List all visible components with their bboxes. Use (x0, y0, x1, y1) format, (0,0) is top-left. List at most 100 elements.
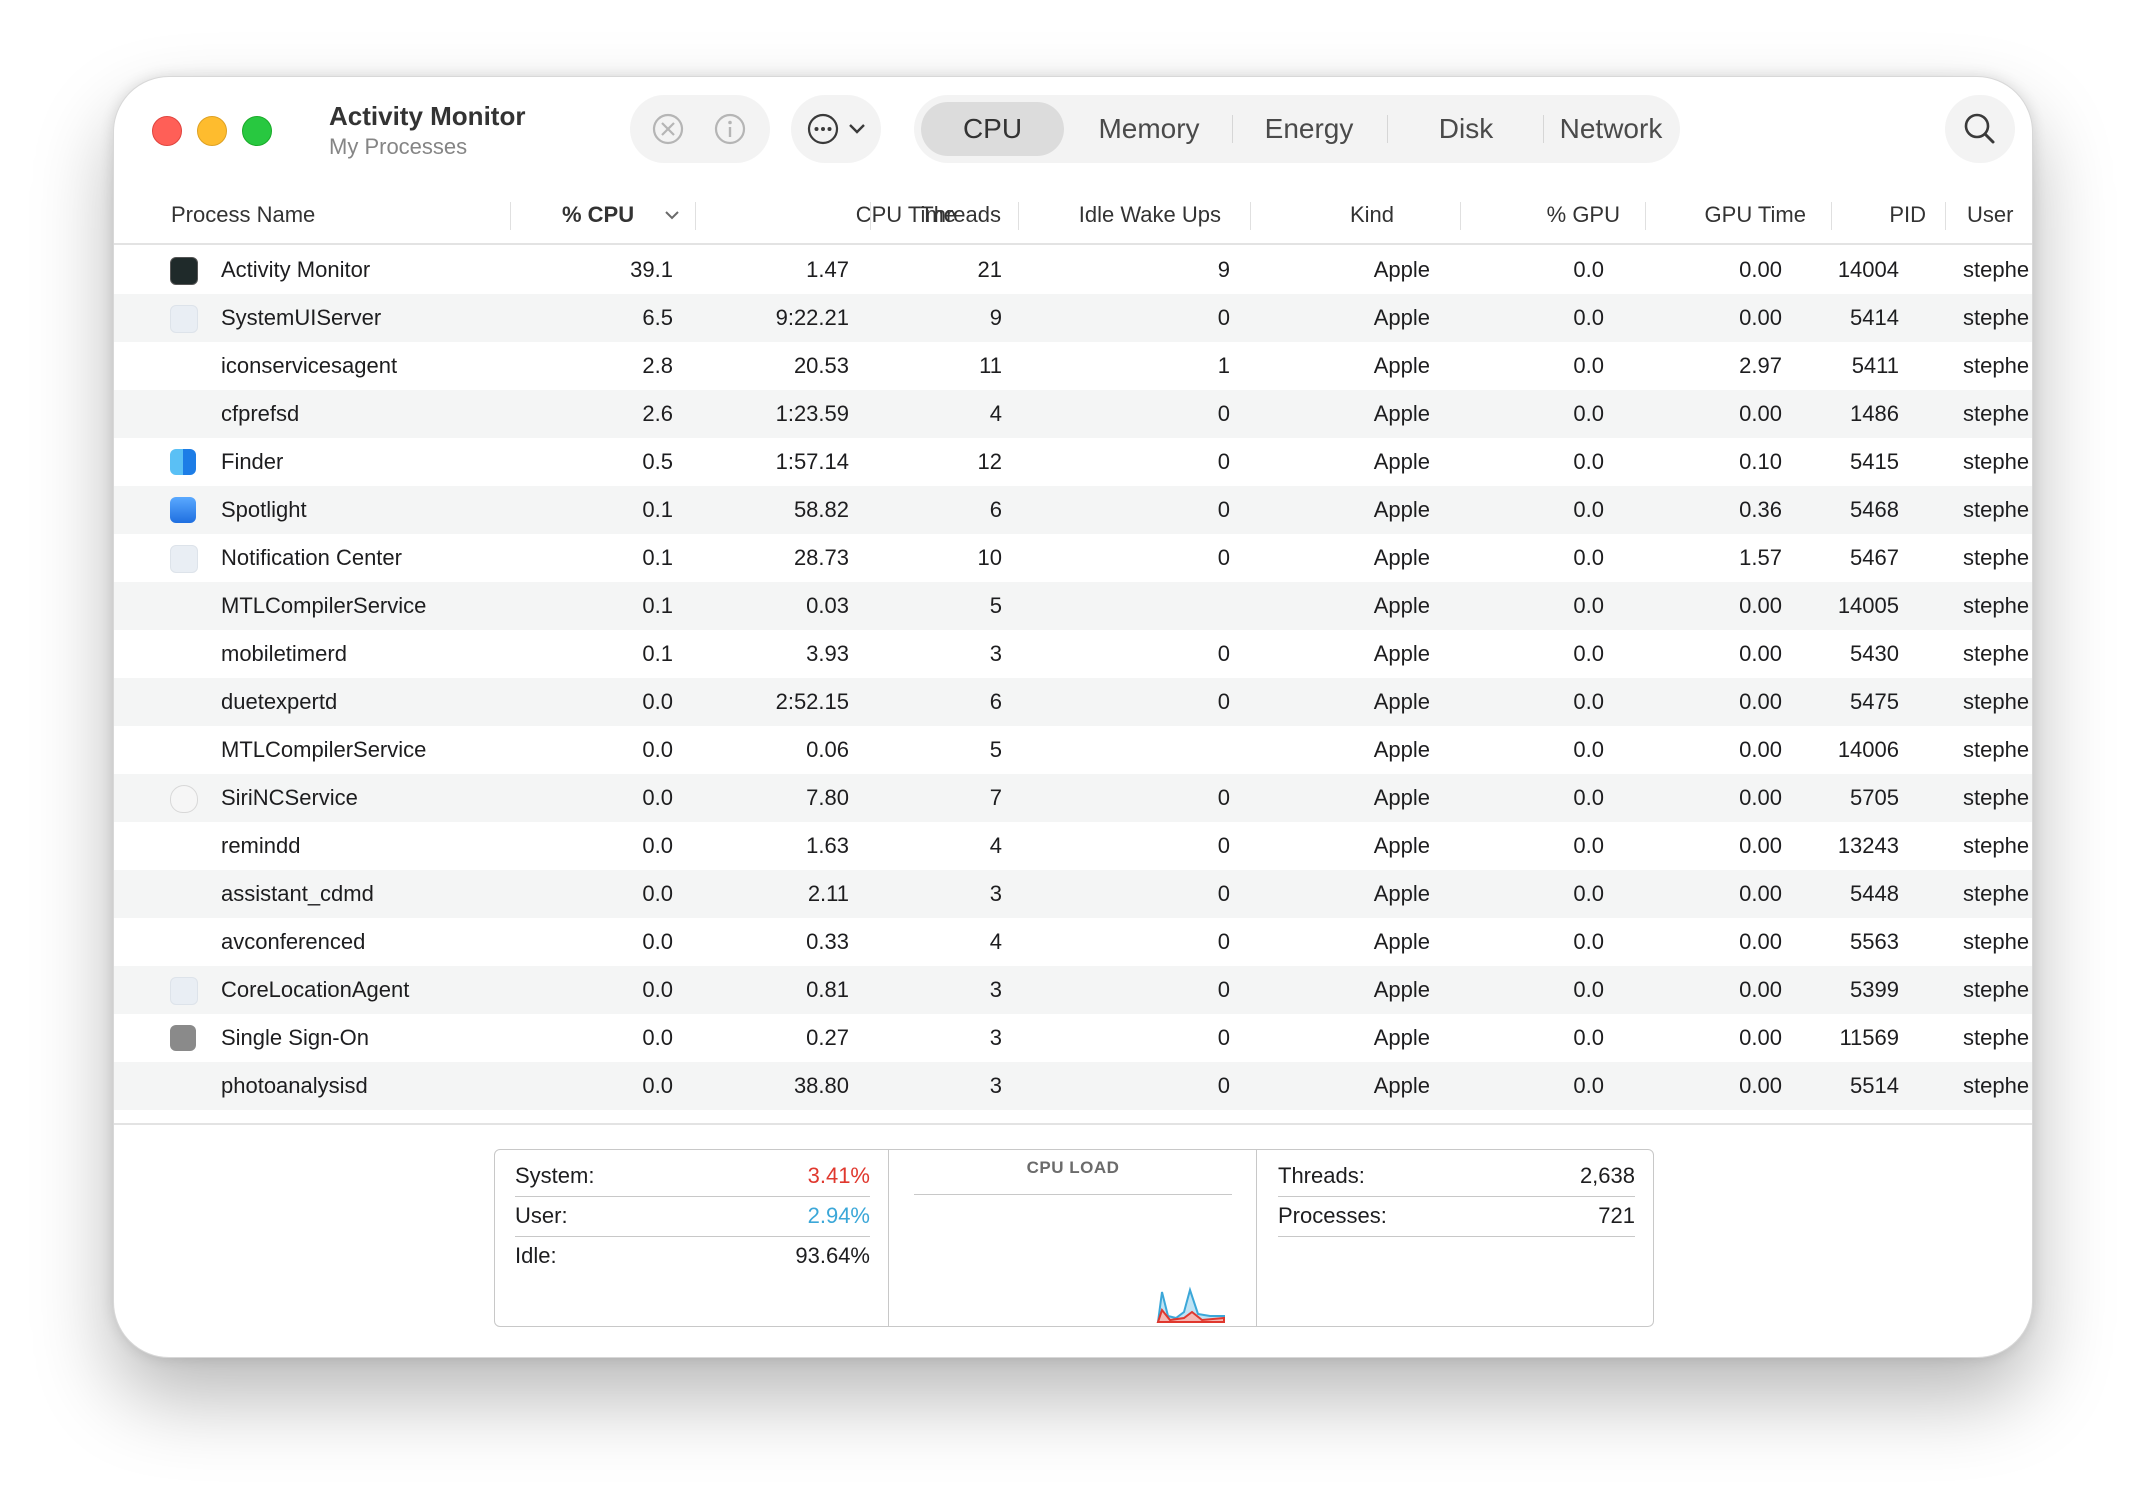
gpu-cell: 0.0 (1573, 737, 1604, 762)
idle-wake-ups-cell: 0 (1217, 497, 1230, 522)
column-header-kind[interactable]: Kind (1349, 202, 1394, 227)
gpu-time-cell: 0.00 (1739, 1025, 1782, 1050)
generic-app-icon (170, 977, 198, 1005)
gpu-time-cell: 0.00 (1739, 929, 1782, 954)
threads-cell: 4 (989, 401, 1002, 426)
user-cell: stephe (1963, 401, 2030, 426)
process-name-cell: duetexpertd (221, 689, 338, 714)
table-row[interactable]: MTLCompilerService 0.0 0.06 5 Apple 0.0 0.00 14… (114, 726, 2032, 774)
table-row[interactable]: SystemUIServer 6.5 9:22.21 9 0 Apple 0.0 0.00 54… (114, 294, 2032, 342)
gpu-cell: 0.0 (1573, 641, 1604, 666)
table-row[interactable]: Finder 0.5 1:57.14 12 0 Apple 0.0 0.10 5415 steph… (114, 438, 2032, 486)
table-row[interactable]: MTLCompilerService 0.1 0.03 5 Apple 0.0 0.00 14… (114, 582, 2032, 630)
threads-cell: 4 (989, 833, 1002, 858)
user-cell: stephe (1963, 449, 2030, 474)
kind-cell: Apple (1373, 689, 1430, 714)
threads-cell: 6 (989, 497, 1002, 522)
tab-network[interactable]: Network (1559, 113, 1663, 144)
user-cell: stephe (1963, 641, 2030, 666)
threads-cell: 3 (989, 641, 1002, 666)
cpu-cell: 0.0 (642, 833, 673, 858)
table-header: Process Name % CPU CPU Time Threads Idle… (114, 187, 2032, 245)
user-cell: stephe (1963, 977, 2030, 1002)
processes-label: Processes: (1278, 1203, 1387, 1228)
user-cell: stephe (1963, 593, 2030, 618)
threads-cell: 5 (989, 737, 1002, 762)
system-value: 3.41% (807, 1163, 870, 1188)
threads-cell: 11 (979, 353, 1002, 378)
pid-cell: 5468 (1850, 497, 1899, 522)
chevron-down-icon[interactable] (845, 109, 869, 149)
zoom-button[interactable] (242, 116, 272, 146)
column-divider (1945, 202, 1946, 230)
pid-cell: 5430 (1850, 641, 1899, 666)
user-label: User: (515, 1203, 568, 1228)
table-row[interactable]: avconferenced 0.0 0.33 4 0 Apple 0.0 0.00 5563 st… (114, 918, 2032, 966)
activity-monitor-window: Activity Monitor My Processes (113, 76, 2033, 1358)
gpu-cell: 0.0 (1573, 1025, 1604, 1050)
column-header-user[interactable]: User (1967, 202, 2014, 227)
idle-wake-ups-cell: 1 (1217, 353, 1230, 378)
column-header-threads[interactable]: Threads (920, 202, 1001, 227)
process-name-cell: remindd (221, 833, 301, 858)
table-row[interactable]: mobiletimerd 0.1 3.93 3 0 Apple 0.0 0.00 5430 ste… (114, 630, 2032, 678)
user-cell: stephe (1963, 689, 2030, 714)
pid-cell: 5467 (1850, 545, 1899, 570)
threads-cell: 3 (989, 1073, 1002, 1098)
close-button[interactable] (152, 116, 182, 146)
idle-wake-ups-cell: 0 (1217, 1073, 1230, 1098)
table-row[interactable]: Single Sign-On 0.0 0.27 3 0 Apple 0.0 0.00 11569… (114, 1014, 2032, 1062)
pid-cell: 14004 (1837, 257, 1899, 282)
kind-cell: Apple (1373, 449, 1430, 474)
threads-cell: 6 (989, 689, 1002, 714)
table-row[interactable]: iconservicesagent 2.8 20.53 11 1 Apple 0.0 2.97… (114, 342, 2032, 390)
threads-row: Threads: 2,638 (1278, 1156, 1635, 1197)
gpu-time-cell: 0.00 (1739, 401, 1782, 426)
minimize-button[interactable] (197, 116, 227, 146)
gpu-cell: 0.0 (1573, 785, 1604, 810)
idle-value: 93.64% (795, 1243, 870, 1268)
idle-wake-ups-cell: 0 (1217, 641, 1230, 666)
search-button[interactable] (1945, 95, 2015, 163)
table-row[interactable]: Notification Center 0.1 28.73 10 0 Apple 0.0 1.… (114, 534, 2032, 582)
column-header-idle-wake-ups[interactable]: Idle Wake Ups (1078, 202, 1221, 227)
gpu-cell: 0.0 (1573, 977, 1604, 1002)
threads-cell: 9 (989, 305, 1002, 330)
stop-process-icon[interactable] (648, 109, 688, 149)
column-header-cpu-time[interactable]: CPU Time (855, 202, 956, 227)
table-row[interactable]: cfprefsd 2.6 1:23.59 4 0 Apple 0.0 0.00 1486 step… (114, 390, 2032, 438)
table-row[interactable]: Spotlight 0.1 58.82 6 0 Apple 0.0 0.36 5468 steph… (114, 486, 2032, 534)
column-divider (1645, 202, 1646, 230)
cpu-time-cell: 1:57.14 (775, 449, 849, 474)
table-row[interactable]: duetexpertd 0.0 2:52.15 6 0 Apple 0.0 0.00 5475 s… (114, 678, 2032, 726)
column-header-gpu[interactable]: % GPU (1546, 202, 1620, 227)
search-icon (1964, 113, 1995, 144)
column-header-cpu[interactable]: % CPU (562, 202, 635, 227)
tab-energy[interactable]: Energy (1264, 113, 1354, 144)
column-header-process-name[interactable]: Process Name (171, 202, 316, 227)
table-row[interactable]: Activity Monitor 39.1 1.47 21 9 Apple 0.0 0.00 1… (114, 246, 2032, 294)
sort-chevron-icon[interactable] (660, 187, 684, 243)
idle-wake-ups-cell: 0 (1217, 449, 1230, 474)
tab-disk[interactable]: Disk (1438, 113, 1494, 144)
table-row[interactable]: CoreLocationAgent 0.0 0.81 3 0 Apple 0.0 0.00 53… (114, 966, 2032, 1014)
cpu-time-cell: 0.27 (806, 1025, 849, 1050)
tab-memory[interactable]: Memory (1098, 113, 1200, 144)
info-icon[interactable] (710, 109, 750, 149)
cpu-cell: 0.0 (642, 737, 673, 762)
user-row: User: 2.94% (515, 1196, 870, 1237)
titlebar: Activity Monitor My Processes (114, 77, 2032, 187)
tab-cpu[interactable]: CPU (921, 102, 1064, 156)
process-name-cell: CoreLocationAgent (221, 977, 410, 1002)
gpu-cell: 0.0 (1573, 353, 1604, 378)
cpu-time-cell: 1.47 (806, 257, 849, 282)
table-row[interactable]: photoanalysisd 0.0 38.80 3 0 Apple 0.0 0.00 5514… (114, 1062, 2032, 1110)
gpu-cell: 0.0 (1573, 305, 1604, 330)
column-header-gpu-time[interactable]: GPU Time (1704, 202, 1806, 227)
table-row[interactable]: remindd 0.0 1.63 4 0 Apple 0.0 0.00 13243 stephe (114, 822, 2032, 870)
pid-cell: 1486 (1850, 401, 1899, 426)
ellipsis-circle-icon[interactable] (803, 109, 843, 149)
table-row[interactable]: assistant_cdmd 0.0 2.11 3 0 Apple 0.0 0.00 5448 s… (114, 870, 2032, 918)
table-row[interactable]: SiriNCService 0.0 7.80 7 0 Apple 0.0 0.00 5705 st… (114, 774, 2032, 822)
column-header-pid[interactable]: PID (1889, 202, 1926, 227)
